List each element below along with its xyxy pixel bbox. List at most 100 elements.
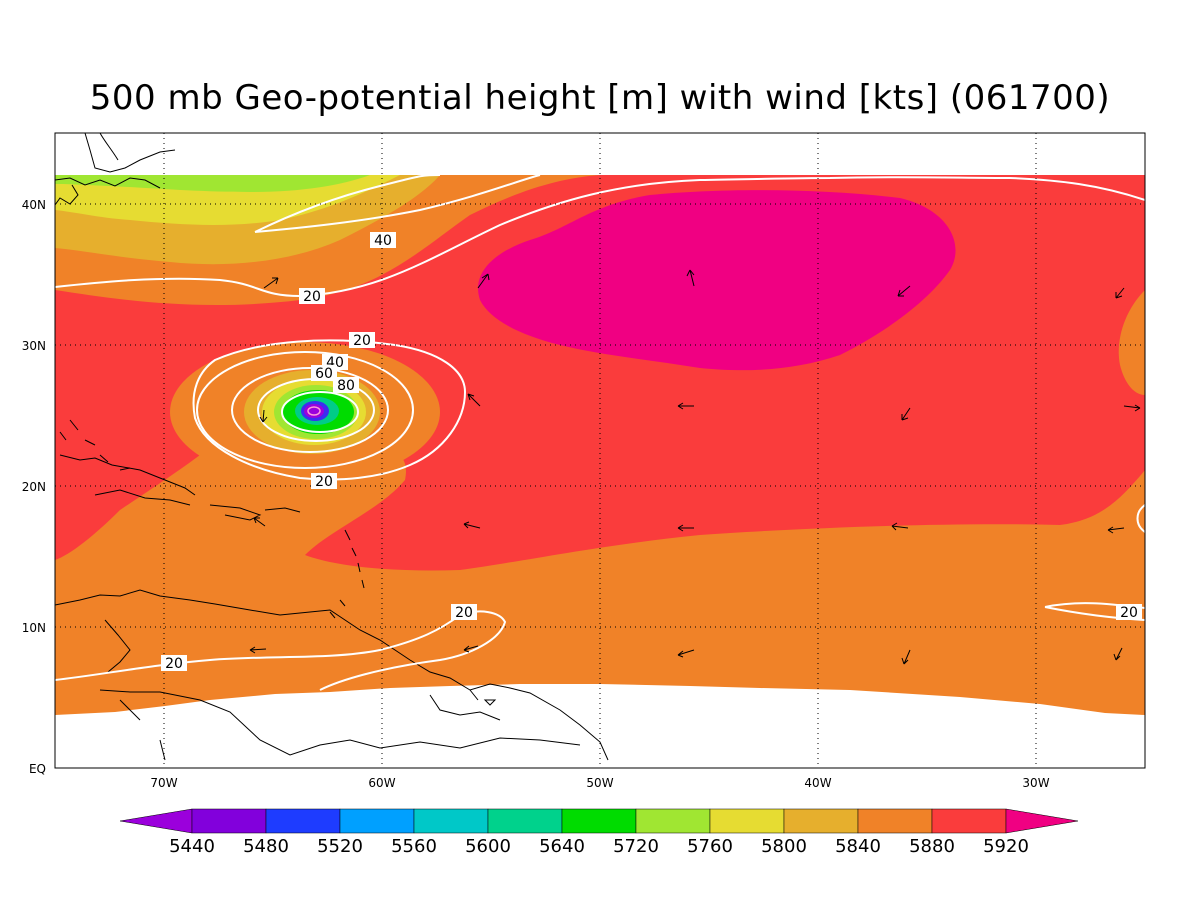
wind-contour-cyclone-inner [281,391,359,433]
y-axis-labels: EQ 10N 20N 30N 40N [22,198,46,776]
wind-arrow [1107,526,1125,534]
coastline-bahamas [59,419,131,471]
colorbar-label: 5640 [539,836,585,857]
x-tick-label: 60W [368,776,395,790]
contour-label: 20 [165,656,183,672]
colorbar-swatch [709,808,785,834]
wind-arrow [677,649,695,658]
x-tick-label: 30W [1022,776,1049,790]
colorbar-label: 5440 [169,836,215,857]
low-core-ring [307,406,321,416]
x-axis-labels: 70W 60W 50W 40W 30W [150,776,1049,790]
wind-arrow [263,277,279,289]
coastlines [55,133,609,761]
colorbar-swatch [931,808,1007,834]
map-plot-area: 40 20 20 40 60 80 20 20 20 20 [55,133,1145,768]
y-tick-label: 10N [22,621,46,635]
wind-contour-east-edge [1136,504,1145,533]
x-tick-label: 70W [150,776,177,790]
y-tick-label: 30N [22,339,46,353]
wind-contour-cyclone-60 [231,367,389,453]
colorbar [119,808,1079,834]
colorbar-swatch [783,808,859,834]
wind-arrow [467,393,481,407]
colorbar-label: 5920 [983,836,1029,857]
coastline-south-america [55,589,609,761]
contour-label: 20 [455,605,473,621]
wind-contour-south-20 [55,610,507,691]
colorbar-label: 5480 [243,836,289,857]
height-fill-5920 [478,190,956,371]
wind-arrow [463,645,479,653]
contour-label-box: 40 [370,232,396,249]
wind-arrow [249,646,267,654]
colorbar-label: 5600 [465,836,511,857]
wind-arrow [901,649,911,665]
wind-arrow [259,409,268,423]
colorbar-swatch [413,808,489,834]
height-fill-5880-east-gap [1118,290,1145,395]
colorbar-labels: 5440 5480 5520 5560 5600 5640 5720 5760 5800 5840… [169,836,1029,857]
contour-label: 20 [303,289,321,305]
contour-label-box: 20 [1116,604,1142,621]
wind-arrow [901,407,911,421]
colorbar-swatch [635,808,711,834]
wind-arrow [677,402,694,410]
colorbar-label: 5520 [317,836,363,857]
contour-label: 20 [315,474,333,490]
y-tick-label: EQ [29,762,46,776]
wind-arrow [686,269,695,287]
colorbar-swatch [339,808,415,834]
x-tick-label: 40W [804,776,831,790]
wind-arrow [1115,287,1125,299]
y-tick-label: 20N [22,480,46,494]
contour-label-box: 20 [161,655,187,672]
contour-label-box: 80 [333,377,359,394]
plot-frame [54,132,1146,769]
wind-contours [55,174,1145,691]
coastline-north-america [55,133,176,206]
coastline-cuba-hispaniola [59,454,301,521]
wind-contour-north-40 [254,174,541,233]
missing-data-region [55,684,1145,768]
wind-arrow [897,285,911,297]
colorbar-label: 5720 [613,836,659,857]
low-fill-5440 [304,404,324,418]
contour-label: 60 [315,366,333,382]
colorbar-left-arrow [119,808,193,834]
wind-contour-north-20 [55,176,1145,298]
wind-arrow [1123,404,1141,412]
contour-label: 20 [353,333,371,349]
colorbar-swatch [265,808,341,834]
wind-arrow [1113,647,1123,661]
wind-arrow [677,524,694,532]
contour-label: 20 [1120,605,1138,621]
wind-contour-cyclone-40 [196,351,414,469]
map-title: 500 mb Geo-potential height [m] with win… [89,78,1111,118]
wind-arrow [253,517,266,527]
contour-label-box: 20 [349,332,375,349]
colorbar-label: 5880 [909,836,955,857]
wind-contour-labels: 40 20 20 40 60 80 20 20 20 20 [161,232,1142,672]
contour-label: 80 [337,378,355,394]
colorbar-swatch [561,808,637,834]
colorbar-swatch [191,808,267,834]
wind-arrow [463,521,481,529]
x-tick-label: 50W [586,776,613,790]
colorbar-label: 5800 [761,836,807,857]
wind-arrow [477,273,490,289]
contour-label-box: 20 [311,473,337,490]
wind-vectors [249,269,1141,665]
colorbar-swatch [487,808,563,834]
contour-label: 40 [374,233,392,249]
colorbar-swatch [857,808,933,834]
contour-label-box: 60 [311,365,337,382]
colorbar-right-arrow [1005,808,1079,834]
coastline-lesser-antilles [329,529,365,619]
colorbar-label: 5760 [687,836,733,857]
y-tick-label: 40N [22,198,46,212]
coastline-guianas-borders [429,689,501,721]
wind-arrow [891,522,909,531]
colorbar-label: 5560 [391,836,437,857]
